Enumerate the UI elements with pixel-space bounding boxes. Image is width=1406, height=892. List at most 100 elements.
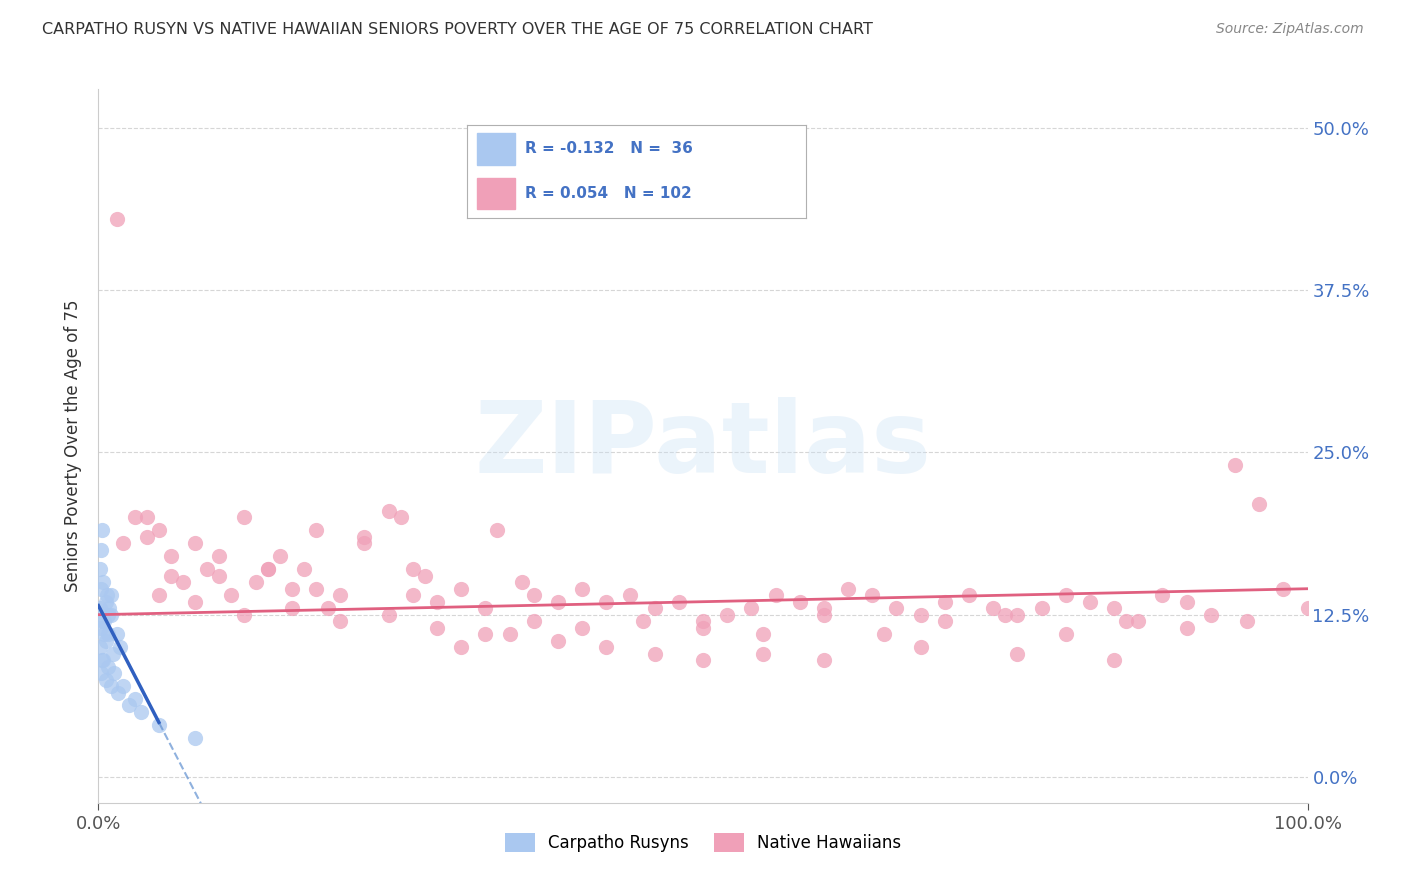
Text: CARPATHO RUSYN VS NATIVE HAWAIIAN SENIORS POVERTY OVER THE AGE OF 75 CORRELATION: CARPATHO RUSYN VS NATIVE HAWAIIAN SENIOR… bbox=[42, 22, 873, 37]
Point bbox=[195, 562, 218, 576]
Point bbox=[221, 588, 243, 602]
Point bbox=[510, 575, 533, 590]
Point bbox=[1007, 647, 1029, 661]
Point bbox=[101, 647, 124, 661]
Point bbox=[129, 705, 152, 719]
Point bbox=[547, 633, 569, 648]
Point bbox=[90, 621, 112, 635]
Point bbox=[124, 692, 146, 706]
Point bbox=[108, 640, 131, 654]
Text: Source: ZipAtlas.com: Source: ZipAtlas.com bbox=[1216, 22, 1364, 37]
Point bbox=[886, 601, 908, 615]
Point bbox=[100, 588, 122, 602]
Point bbox=[644, 647, 666, 661]
Point bbox=[89, 562, 111, 576]
Point bbox=[160, 568, 183, 582]
Point bbox=[232, 607, 254, 622]
Point bbox=[1223, 458, 1246, 473]
Text: ZIPatlas: ZIPatlas bbox=[475, 398, 931, 494]
Point bbox=[91, 653, 114, 667]
Point bbox=[94, 633, 117, 648]
Point bbox=[91, 575, 114, 590]
Point bbox=[1175, 595, 1198, 609]
Point bbox=[256, 562, 278, 576]
Point bbox=[90, 542, 112, 557]
Point bbox=[1199, 607, 1222, 622]
Point bbox=[105, 627, 128, 641]
Point bbox=[377, 504, 399, 518]
Point bbox=[111, 536, 134, 550]
Point bbox=[498, 627, 520, 641]
Point bbox=[329, 614, 352, 628]
Point bbox=[1115, 614, 1137, 628]
Point bbox=[107, 685, 129, 699]
Point bbox=[1128, 614, 1150, 628]
Point bbox=[619, 588, 641, 602]
Point bbox=[1296, 601, 1319, 615]
Point bbox=[426, 621, 449, 635]
Point bbox=[426, 595, 449, 609]
Point bbox=[910, 607, 932, 622]
Point bbox=[486, 524, 509, 538]
Point bbox=[353, 530, 375, 544]
Point bbox=[1102, 653, 1125, 667]
Point bbox=[1007, 607, 1029, 622]
Point bbox=[305, 524, 328, 538]
Point bbox=[105, 211, 128, 226]
Point bbox=[716, 607, 738, 622]
Point bbox=[752, 627, 775, 641]
Point bbox=[329, 588, 352, 602]
Legend: Carpatho Rusyns, Native Hawaiians: Carpatho Rusyns, Native Hawaiians bbox=[498, 826, 908, 859]
Point bbox=[474, 627, 496, 641]
Point bbox=[413, 568, 436, 582]
Point bbox=[873, 627, 896, 641]
Point bbox=[692, 653, 714, 667]
Point bbox=[89, 640, 111, 654]
Point bbox=[1102, 601, 1125, 615]
Point bbox=[111, 679, 134, 693]
Point bbox=[450, 640, 472, 654]
Point bbox=[90, 582, 112, 596]
Point bbox=[135, 510, 157, 524]
Point bbox=[1175, 621, 1198, 635]
Point bbox=[135, 530, 157, 544]
Point bbox=[353, 536, 375, 550]
Y-axis label: Seniors Poverty Over the Age of 75: Seniors Poverty Over the Age of 75 bbox=[65, 300, 83, 592]
Point bbox=[402, 588, 425, 602]
Point bbox=[103, 666, 125, 681]
Point bbox=[860, 588, 883, 602]
Point bbox=[813, 607, 835, 622]
Point bbox=[631, 614, 654, 628]
Point bbox=[124, 510, 146, 524]
Point bbox=[305, 582, 328, 596]
Point bbox=[1054, 588, 1077, 602]
Point bbox=[813, 601, 835, 615]
Point bbox=[934, 614, 956, 628]
Point bbox=[94, 673, 117, 687]
Point bbox=[402, 562, 425, 576]
Point bbox=[1272, 582, 1295, 596]
Point bbox=[256, 562, 278, 576]
Point bbox=[571, 582, 593, 596]
Point bbox=[96, 588, 118, 602]
Point bbox=[571, 621, 593, 635]
Point bbox=[118, 698, 141, 713]
Point bbox=[813, 653, 835, 667]
Point bbox=[692, 614, 714, 628]
Point bbox=[377, 607, 399, 622]
Point bbox=[450, 582, 472, 596]
Point bbox=[148, 524, 170, 538]
Point bbox=[100, 679, 122, 693]
Point bbox=[172, 575, 194, 590]
Point bbox=[184, 595, 207, 609]
Point bbox=[957, 588, 980, 602]
Point bbox=[981, 601, 1004, 615]
Point bbox=[93, 614, 115, 628]
Point bbox=[994, 607, 1017, 622]
Point bbox=[668, 595, 690, 609]
Point bbox=[91, 653, 114, 667]
Point bbox=[160, 549, 183, 564]
Point bbox=[97, 627, 120, 641]
Point bbox=[148, 588, 170, 602]
Point bbox=[752, 647, 775, 661]
